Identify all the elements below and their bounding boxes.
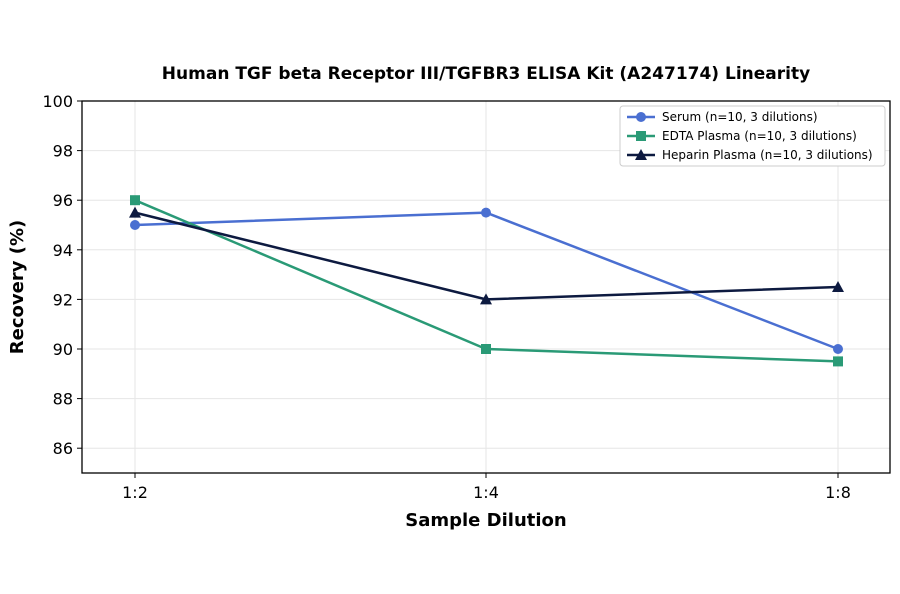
legend-marker	[636, 112, 646, 122]
data-point	[481, 207, 491, 218]
legend-marker	[635, 149, 647, 160]
y-axis-label: Recovery (%)	[7, 220, 28, 354]
data-point	[129, 206, 141, 218]
chart-title: Human TGF beta Receptor III/TGFBR3 ELISA…	[162, 64, 810, 84]
x-axis-label: Sample Dilution	[405, 510, 566, 531]
y-tick-label: 100	[42, 92, 73, 111]
y-tick-label: 98	[53, 142, 73, 161]
legend: Serum (n=10, 3 dilutions) EDTA Plasma (n=…	[619, 105, 886, 167]
series-3	[129, 206, 844, 305]
data-point	[130, 195, 140, 206]
data-point	[480, 293, 492, 305]
x-axis: 1:2 1:4 1:8	[122, 473, 851, 502]
y-tick-label: 96	[53, 191, 73, 210]
legend-label: Heparin Plasma (n=10, 3 dilutions)	[662, 148, 873, 162]
legend-item: Serum (n=10, 3 dilutions)	[627, 110, 818, 124]
legend-item: EDTA Plasma (n=10, 3 dilutions)	[627, 129, 857, 143]
data-point	[832, 281, 844, 292]
legend-marker	[636, 131, 646, 141]
series-layer	[129, 195, 844, 367]
plot-frame	[81, 100, 891, 474]
x-tick-label: 1:8	[825, 483, 851, 502]
y-tick-label: 92	[53, 290, 73, 309]
data-point	[481, 344, 491, 354]
legend-item: Heparin Plasma (n=10, 3 dilutions)	[627, 148, 873, 162]
y-tick-label: 86	[53, 439, 73, 458]
legend-label: EDTA Plasma (n=10, 3 dilutions)	[662, 129, 857, 143]
legend-box	[619, 105, 886, 167]
y-tick-label: 88	[53, 390, 73, 409]
series-2	[130, 195, 843, 367]
x-tick-label: 1:2	[122, 483, 148, 502]
y-tick-label: 94	[53, 241, 73, 260]
data-point	[130, 220, 140, 230]
y-axis: 86 88 90 92 94 96 98 100	[42, 92, 82, 458]
legend-label: Serum (n=10, 3 dilutions)	[662, 110, 818, 124]
data-point	[833, 356, 843, 367]
x-tick-label: 1:4	[473, 483, 499, 502]
data-point	[833, 344, 843, 354]
series-1	[130, 207, 843, 354]
y-tick-label: 90	[53, 340, 73, 359]
